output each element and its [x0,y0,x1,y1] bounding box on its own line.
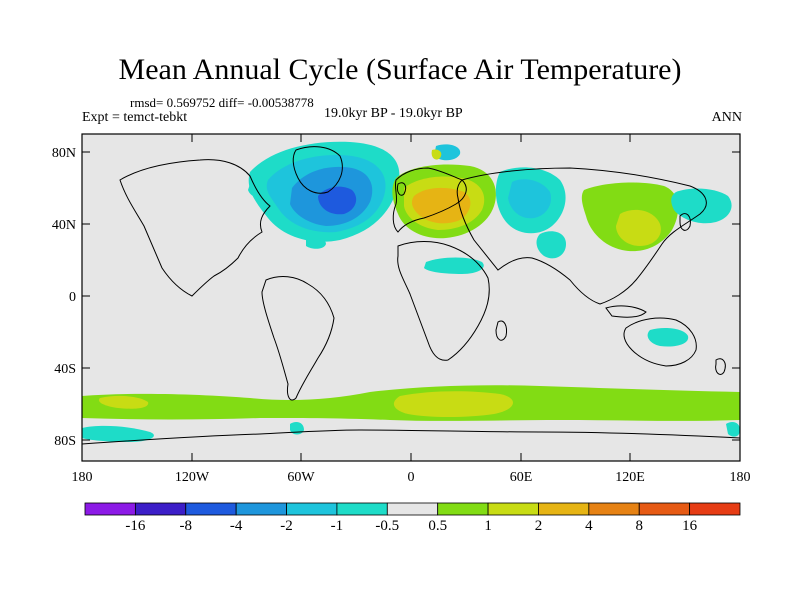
lon-label-180-east: 180 [730,470,751,485]
colorbar-label: -16 [125,518,146,534]
experiment-label: Expt = temct-tebkt [82,110,188,125]
anomaly-north-pacific [671,188,732,224]
anomaly-australia [647,328,689,347]
colorbar-label: 1 [484,518,492,534]
colorbar-box [689,502,741,516]
rmsd-diff-stats: rmsd= 0.569752 diff= -0.00538778 [130,95,314,110]
lat-label-0: 0 [69,290,76,305]
colorbar-label: -0.5 [375,518,400,534]
coast-north-america [119,159,271,297]
anomaly-antarctic-patch [290,422,304,435]
colorbar-box [437,502,489,516]
anomaly-europe-core [411,187,471,224]
coast-europe [392,167,467,233]
colorbar-box [235,502,287,516]
coast-indonesia [605,305,647,318]
lat-tick-marks [82,151,740,441]
anomaly-fields [82,141,740,442]
coast-japan [679,213,691,231]
season-label: ANN [711,110,742,125]
anomaly-central-asia [536,231,566,259]
lon-label-120e: 120E [615,470,645,485]
lat-label-40s: 40S [54,362,76,377]
colorbar-label: -4 [229,518,243,534]
anomaly-east-asia-core [616,209,661,246]
lon-tick-marks [81,134,741,461]
coast-africa [397,241,490,361]
coast-australia [623,317,697,367]
map-title: Mean Annual Cycle (Surface Air Temperatu… [118,53,682,86]
lon-label-60w: 60W [287,470,315,485]
coastlines [82,146,740,445]
coast-britain [397,182,407,196]
anomaly-southern-ocean-west [98,395,149,409]
lon-label-60e: 60E [510,470,533,485]
colorbar-label: -8 [179,518,193,534]
colorbar-box [336,502,388,516]
colorbar-label: 8 [635,518,643,534]
colorbar-box [487,502,539,516]
colorbar-box [538,502,590,516]
lat-label-80s: 80S [54,434,76,449]
colorbar-box [588,502,640,516]
period-label: 19.0kyr BP - 19.0kyr BP [324,106,463,121]
lon-label-120w: 120W [175,470,210,485]
anomaly-southern-ocean-core [393,391,513,417]
coast-asia [456,167,707,305]
colorbar-box [638,502,691,516]
colorbar-label: 0.5 [428,518,448,534]
colorbar-label: -2 [280,518,293,534]
coast-south-america [261,276,335,401]
coast-greenland [292,146,343,194]
colorbar-label: -1 [330,518,344,534]
lat-label-40n: 40N [52,218,76,233]
anomaly-atlantic-patch [306,237,326,249]
coast-madagascar [495,320,507,341]
coast-antarctica [82,429,740,445]
colorbar-box [386,502,439,516]
colorbar-box [134,502,187,516]
anomaly-north-atlantic-core [318,186,357,215]
colorbar-box [84,502,136,516]
colorbar-label: 16 [682,518,698,534]
anomaly-siberia-colder [508,179,552,219]
colorbar-box [286,502,338,516]
anomaly-middle-east [424,257,484,274]
anomaly-antarctic-west [82,425,154,442]
colorbar-label: 4 [585,518,593,534]
colorbar [84,502,741,516]
lat-label-80n: 80N [52,146,76,161]
lon-label-0: 0 [408,470,415,485]
coast-new-zealand [715,358,726,375]
anomaly-arctic-patch-2 [431,149,442,160]
colorbar-label: 2 [534,518,543,534]
lon-label-180-west: 180 [72,470,93,485]
anomaly-antarctic-east [726,422,740,437]
colorbar-box [185,502,237,516]
